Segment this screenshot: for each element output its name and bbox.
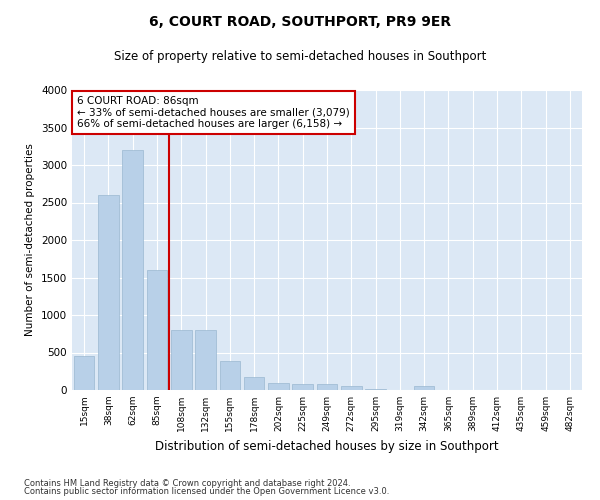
Bar — [195, 330, 216, 390]
Text: Contains public sector information licensed under the Open Government Licence v3: Contains public sector information licen… — [24, 487, 389, 496]
Bar — [244, 377, 265, 390]
Text: Contains HM Land Registry data © Crown copyright and database right 2024.: Contains HM Land Registry data © Crown c… — [24, 478, 350, 488]
Bar — [98, 195, 119, 390]
Bar — [122, 150, 143, 390]
Bar — [74, 356, 94, 390]
Bar — [268, 383, 289, 390]
Bar — [317, 384, 337, 390]
Y-axis label: Number of semi-detached properties: Number of semi-detached properties — [25, 144, 35, 336]
Bar — [365, 389, 386, 390]
Bar — [171, 330, 191, 390]
X-axis label: Distribution of semi-detached houses by size in Southport: Distribution of semi-detached houses by … — [155, 440, 499, 452]
Bar — [292, 384, 313, 390]
Bar — [341, 386, 362, 390]
Bar — [146, 270, 167, 390]
Text: 6, COURT ROAD, SOUTHPORT, PR9 9ER: 6, COURT ROAD, SOUTHPORT, PR9 9ER — [149, 15, 451, 29]
Text: Size of property relative to semi-detached houses in Southport: Size of property relative to semi-detach… — [114, 50, 486, 63]
Bar — [220, 361, 240, 390]
Bar — [414, 386, 434, 390]
Text: 6 COURT ROAD: 86sqm
← 33% of semi-detached houses are smaller (3,079)
66% of sem: 6 COURT ROAD: 86sqm ← 33% of semi-detach… — [77, 96, 350, 129]
